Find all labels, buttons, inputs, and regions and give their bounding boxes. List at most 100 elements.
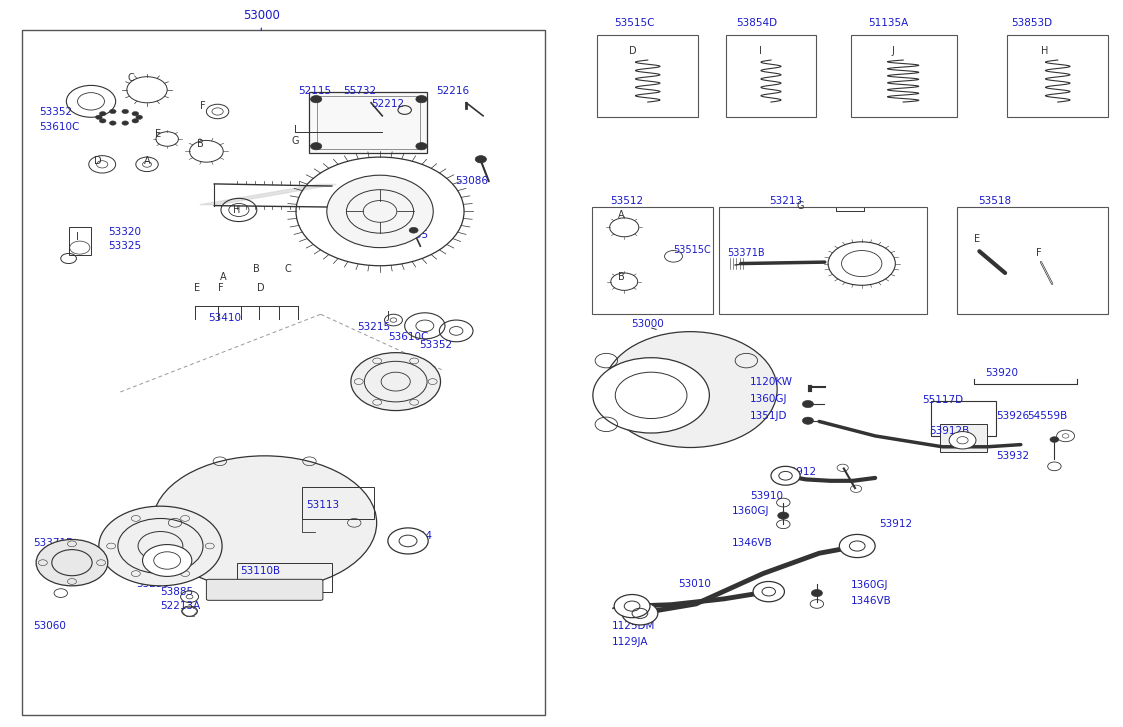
- Text: 53610C: 53610C: [387, 332, 428, 342]
- Text: 52216: 52216: [436, 86, 469, 95]
- Circle shape: [772, 466, 800, 485]
- Text: 53080: 53080: [359, 387, 393, 397]
- Text: 53515C: 53515C: [674, 245, 711, 255]
- Text: 1346VB: 1346VB: [732, 538, 773, 548]
- Bar: [727, 36, 815, 117]
- Bar: [940, 425, 987, 452]
- Text: 53220: 53220: [104, 547, 137, 558]
- Circle shape: [109, 109, 116, 113]
- Bar: [69, 228, 91, 255]
- Text: 53000: 53000: [631, 319, 664, 329]
- Bar: [310, 92, 427, 153]
- Text: E: E: [155, 129, 162, 139]
- Text: 53213: 53213: [769, 196, 802, 206]
- Text: 53320A: 53320A: [136, 565, 176, 575]
- Text: 53926: 53926: [996, 411, 1030, 421]
- Circle shape: [122, 109, 129, 113]
- Text: H: H: [232, 205, 240, 215]
- Text: 53932: 53932: [996, 451, 1030, 461]
- Text: G: G: [796, 201, 804, 212]
- Ellipse shape: [153, 456, 376, 590]
- Text: 53410: 53410: [209, 313, 241, 323]
- Text: 1351JD: 1351JD: [750, 411, 787, 421]
- Text: I: I: [76, 232, 79, 242]
- Circle shape: [409, 228, 418, 233]
- Circle shape: [99, 119, 106, 123]
- Text: A: A: [144, 156, 150, 166]
- Text: 53320: 53320: [108, 227, 140, 237]
- Text: E: E: [194, 283, 201, 292]
- Circle shape: [387, 528, 428, 554]
- Circle shape: [754, 582, 785, 602]
- Text: 1360GJ: 1360GJ: [732, 505, 769, 515]
- Text: I: I: [759, 46, 761, 56]
- Text: 53515C: 53515C: [614, 18, 655, 28]
- Text: 1346VB: 1346VB: [850, 596, 892, 606]
- Circle shape: [143, 545, 192, 577]
- Text: 53512: 53512: [610, 196, 643, 206]
- Circle shape: [778, 512, 788, 519]
- Text: 52213A: 52213A: [161, 601, 201, 611]
- Text: D: D: [94, 156, 101, 166]
- Circle shape: [839, 534, 875, 558]
- Text: A: A: [618, 210, 624, 220]
- FancyBboxPatch shape: [207, 579, 323, 601]
- Circle shape: [802, 401, 813, 408]
- Text: 1125DM: 1125DM: [612, 622, 656, 632]
- Circle shape: [99, 111, 106, 116]
- Text: 1129JA: 1129JA: [612, 637, 648, 647]
- Text: 53853D: 53853D: [1012, 18, 1052, 28]
- Bar: [1007, 36, 1108, 117]
- Text: 53912: 53912: [879, 518, 913, 529]
- Ellipse shape: [327, 175, 433, 248]
- Ellipse shape: [603, 332, 777, 448]
- Circle shape: [350, 353, 440, 411]
- Text: 52212: 52212: [371, 99, 404, 108]
- Text: F: F: [1037, 249, 1042, 259]
- Bar: [720, 207, 926, 314]
- Bar: [302, 486, 374, 519]
- Bar: [21, 31, 545, 715]
- Bar: [592, 207, 713, 314]
- Text: 53371B: 53371B: [33, 538, 73, 548]
- Text: 53352: 53352: [419, 340, 453, 350]
- Circle shape: [416, 95, 427, 103]
- Text: 1360GJ: 1360GJ: [750, 394, 787, 404]
- Text: C: C: [285, 264, 292, 273]
- Text: 53371B: 53371B: [728, 249, 765, 259]
- Text: 53094: 53094: [399, 531, 432, 541]
- Text: 53910: 53910: [750, 491, 783, 501]
- Text: 53113: 53113: [307, 499, 339, 510]
- Circle shape: [475, 156, 486, 163]
- Circle shape: [122, 121, 129, 125]
- Text: 1120KW: 1120KW: [750, 377, 793, 387]
- Text: B: B: [254, 264, 261, 273]
- Text: 53086: 53086: [455, 176, 489, 186]
- Text: 51135A: 51135A: [868, 18, 909, 28]
- Text: 53518: 53518: [978, 196, 1012, 206]
- Text: B: B: [198, 139, 204, 149]
- Circle shape: [136, 115, 143, 119]
- Bar: [318, 96, 420, 149]
- Text: 53885: 53885: [161, 587, 193, 597]
- Text: 53912B: 53912B: [929, 426, 969, 436]
- Text: 55117D: 55117D: [922, 395, 964, 405]
- Text: 54559B: 54559B: [1028, 411, 1068, 421]
- Bar: [597, 36, 699, 117]
- Circle shape: [36, 539, 108, 586]
- Circle shape: [95, 115, 102, 119]
- Text: G: G: [291, 136, 299, 146]
- Text: 53920: 53920: [985, 368, 1017, 378]
- Text: 53236: 53236: [136, 579, 168, 590]
- Text: 1360GJ: 1360GJ: [850, 580, 888, 590]
- Bar: [237, 563, 332, 592]
- Text: J: J: [892, 46, 895, 56]
- Text: E: E: [974, 234, 980, 244]
- Text: 53325: 53325: [108, 241, 140, 252]
- Bar: [850, 36, 957, 117]
- Circle shape: [622, 602, 658, 625]
- Circle shape: [109, 121, 116, 125]
- Circle shape: [614, 595, 650, 618]
- Text: 53010: 53010: [678, 579, 711, 590]
- Text: 53854D: 53854D: [736, 18, 777, 28]
